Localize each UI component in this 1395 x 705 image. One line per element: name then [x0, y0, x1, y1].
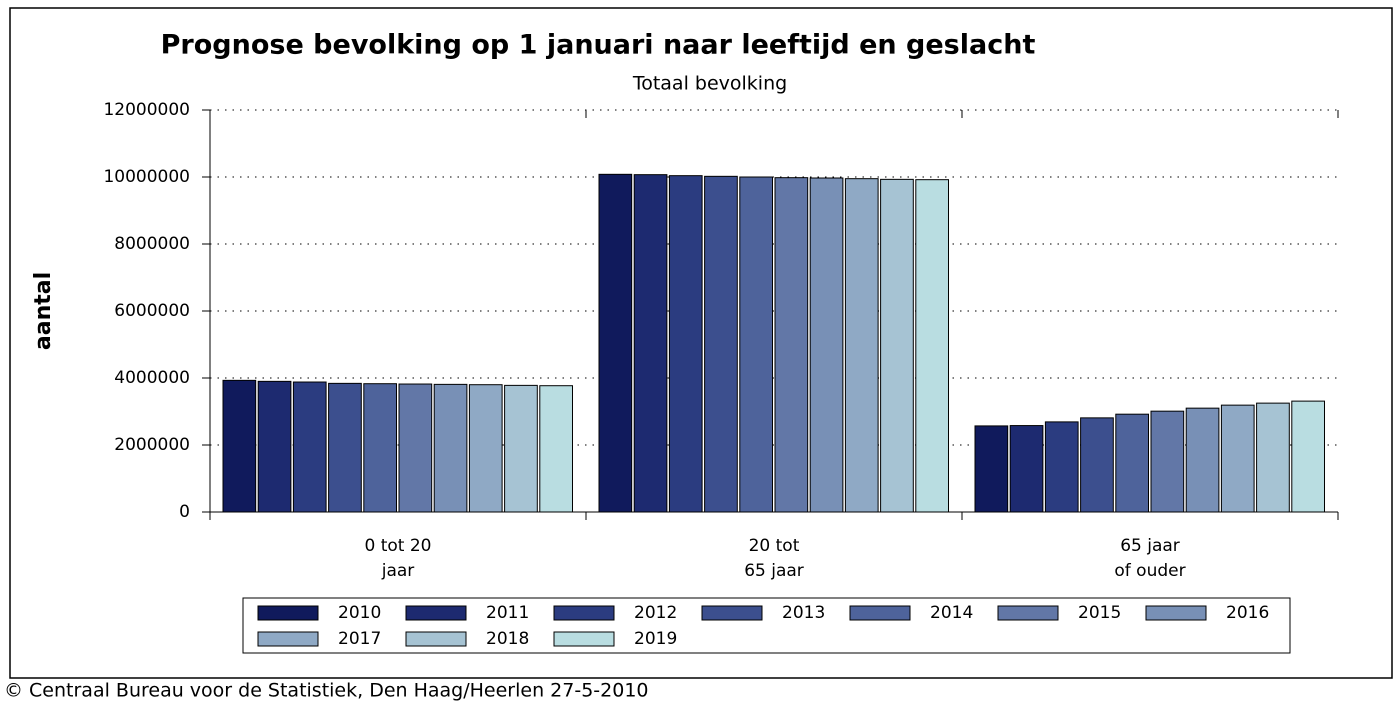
- y-tick-label: 2000000: [114, 435, 190, 455]
- y-tick-label: 8000000: [114, 234, 190, 254]
- bar: [1150, 410, 1185, 513]
- legend-label: 2014: [930, 603, 973, 623]
- bar: [774, 177, 809, 513]
- x-tick-label: 65 jaar: [744, 561, 804, 581]
- legend-swatch: [553, 605, 615, 621]
- bar: [1256, 402, 1290, 513]
- legend-swatch: [701, 605, 763, 621]
- bar: [668, 175, 703, 513]
- y-tick-label: 12000000: [103, 100, 190, 120]
- legend-label: 2010: [338, 603, 381, 623]
- legend-label: 2013: [782, 603, 825, 623]
- bar: [222, 379, 257, 513]
- legend-swatch: [849, 605, 911, 621]
- y-tick-label: 6000000: [114, 301, 190, 321]
- bar: [539, 385, 573, 513]
- legend-label: 2011: [486, 603, 529, 623]
- chart-border: [9, 7, 1393, 679]
- bar: [257, 380, 292, 513]
- legend-label: 2019: [634, 629, 677, 649]
- x-tick-label: jaar: [381, 561, 415, 581]
- bar: [1115, 413, 1150, 513]
- footer: © Centraal Bureau voor de Statistiek, De…: [4, 680, 649, 702]
- x-tick-label: 20 tot: [749, 536, 800, 556]
- legend-label: 2016: [1226, 603, 1269, 623]
- bar: [468, 384, 503, 513]
- bar: [1080, 417, 1114, 513]
- bar: [1220, 404, 1255, 513]
- x-tick-label: 65 jaar: [1120, 536, 1180, 556]
- bar: [739, 176, 773, 513]
- bar: [704, 175, 738, 513]
- legend-swatch: [405, 605, 467, 621]
- y-tick-label: 4000000: [114, 368, 190, 388]
- legend-label: 2015: [1078, 603, 1121, 623]
- x-tick-label: of ouder: [1114, 561, 1185, 581]
- bar: [398, 383, 433, 513]
- x-tick-label: 0 tot 20: [365, 536, 432, 556]
- legend-swatch: [997, 605, 1059, 621]
- y-tick-label: 0: [179, 502, 190, 522]
- bar: [880, 178, 914, 513]
- legend-swatch: [553, 631, 615, 647]
- legend-swatch: [405, 631, 467, 647]
- bar: [809, 177, 844, 513]
- bar: [292, 381, 327, 513]
- bar: [974, 425, 1009, 513]
- bar: [1291, 400, 1326, 513]
- bar: [504, 384, 538, 513]
- bar: [328, 382, 362, 513]
- y-axis-label: aantal: [31, 272, 56, 350]
- bar: [844, 178, 879, 513]
- legend-label: 2018: [486, 629, 529, 649]
- legend-box: [242, 597, 1291, 654]
- chart-title: Prognose bevolking op 1 januari naar lee…: [161, 30, 1036, 61]
- legend-label: 2017: [338, 629, 381, 649]
- legend-label: 2012: [634, 603, 677, 623]
- bar: [633, 174, 668, 513]
- bar: [598, 173, 633, 513]
- legend-swatch: [1145, 605, 1207, 621]
- bar: [1009, 425, 1044, 513]
- bar: [1044, 421, 1079, 513]
- chart-subtitle: Totaal bevolking: [632, 73, 787, 95]
- legend-swatch: [257, 605, 319, 621]
- legend-swatch: [257, 631, 319, 647]
- y-tick-label: 10000000: [103, 167, 190, 187]
- bar: [363, 383, 397, 513]
- bar: [433, 383, 468, 513]
- bar: [915, 179, 949, 513]
- bar: [1185, 407, 1220, 513]
